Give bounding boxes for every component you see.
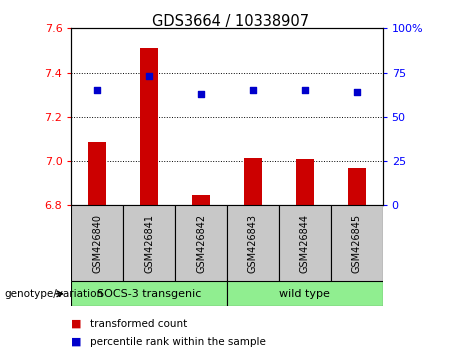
Point xyxy=(146,73,153,79)
Text: GSM426842: GSM426842 xyxy=(196,214,206,273)
Point xyxy=(301,87,308,93)
Text: ■: ■ xyxy=(71,319,85,329)
Bar xyxy=(140,48,158,205)
Text: SOCS-3 transgenic: SOCS-3 transgenic xyxy=(97,289,201,299)
Text: GSM426843: GSM426843 xyxy=(248,214,258,273)
Bar xyxy=(71,205,124,281)
Bar xyxy=(89,142,106,205)
Bar xyxy=(192,195,210,205)
Bar xyxy=(331,205,383,281)
Text: wild type: wild type xyxy=(279,289,330,299)
Point xyxy=(353,89,361,95)
Point xyxy=(249,87,257,93)
Bar xyxy=(279,205,331,281)
Point xyxy=(197,91,205,97)
Text: GSM426840: GSM426840 xyxy=(92,214,102,273)
Bar xyxy=(227,205,279,281)
Text: GDS3664 / 10338907: GDS3664 / 10338907 xyxy=(152,14,309,29)
Text: ■: ■ xyxy=(71,337,85,347)
Text: genotype/variation: genotype/variation xyxy=(5,289,104,299)
Bar xyxy=(175,205,227,281)
Text: transformed count: transformed count xyxy=(90,319,187,329)
Bar xyxy=(227,281,383,306)
Point xyxy=(94,87,101,93)
Text: GSM426841: GSM426841 xyxy=(144,214,154,273)
Bar xyxy=(71,281,227,306)
Text: percentile rank within the sample: percentile rank within the sample xyxy=(90,337,266,347)
Bar xyxy=(124,205,175,281)
Bar xyxy=(244,158,262,205)
Text: GSM426845: GSM426845 xyxy=(352,214,362,273)
Bar xyxy=(348,168,366,205)
Text: GSM426844: GSM426844 xyxy=(300,214,310,273)
Bar xyxy=(296,159,314,205)
